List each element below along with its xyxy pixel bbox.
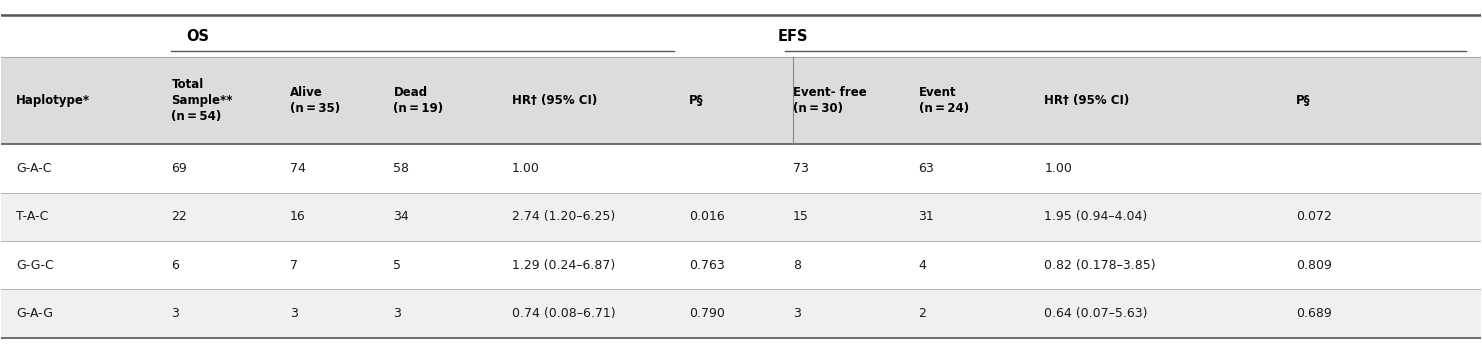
FancyBboxPatch shape bbox=[1, 15, 1481, 57]
Text: Event- free
(n = 30): Event- free (n = 30) bbox=[793, 86, 867, 115]
Text: 2.74 (1.20–6.25): 2.74 (1.20–6.25) bbox=[511, 210, 615, 223]
Text: G-A-G: G-A-G bbox=[16, 307, 53, 320]
Text: EFS: EFS bbox=[778, 29, 809, 44]
FancyBboxPatch shape bbox=[1, 241, 1481, 289]
Text: 0.82 (0.178–3.85): 0.82 (0.178–3.85) bbox=[1045, 259, 1156, 272]
Text: 69: 69 bbox=[172, 162, 187, 175]
Text: 31: 31 bbox=[919, 210, 934, 223]
Text: 8: 8 bbox=[793, 259, 800, 272]
Text: P§: P§ bbox=[1295, 94, 1310, 107]
Text: Dead
(n = 19): Dead (n = 19) bbox=[393, 86, 443, 115]
Text: 73: 73 bbox=[793, 162, 809, 175]
Text: 63: 63 bbox=[919, 162, 934, 175]
Text: 1.00: 1.00 bbox=[511, 162, 539, 175]
FancyBboxPatch shape bbox=[1, 144, 1481, 193]
Text: 3: 3 bbox=[793, 307, 800, 320]
Text: 0.016: 0.016 bbox=[689, 210, 725, 223]
Text: 15: 15 bbox=[793, 210, 809, 223]
Text: Event
(n = 24): Event (n = 24) bbox=[919, 86, 969, 115]
Text: 5: 5 bbox=[393, 259, 402, 272]
Text: 3: 3 bbox=[393, 307, 402, 320]
Text: 0.072: 0.072 bbox=[1295, 210, 1332, 223]
Text: 6: 6 bbox=[172, 259, 179, 272]
FancyBboxPatch shape bbox=[1, 57, 1481, 144]
Text: G-G-C: G-G-C bbox=[16, 259, 53, 272]
Text: 1.29 (0.24–6.87): 1.29 (0.24–6.87) bbox=[511, 259, 615, 272]
Text: 0.763: 0.763 bbox=[689, 259, 725, 272]
Text: 4: 4 bbox=[919, 259, 926, 272]
FancyBboxPatch shape bbox=[1, 193, 1481, 241]
Text: 2: 2 bbox=[919, 307, 926, 320]
Text: Haplotype*: Haplotype* bbox=[16, 94, 90, 107]
Text: Total
Sample**
(n = 54): Total Sample** (n = 54) bbox=[172, 78, 233, 123]
FancyBboxPatch shape bbox=[1, 289, 1481, 338]
Text: 0.74 (0.08–6.71): 0.74 (0.08–6.71) bbox=[511, 307, 615, 320]
Text: G-A-C: G-A-C bbox=[16, 162, 52, 175]
Text: P§: P§ bbox=[689, 94, 704, 107]
Text: 34: 34 bbox=[393, 210, 409, 223]
Text: 16: 16 bbox=[290, 210, 305, 223]
Text: 1.95 (0.94–4.04): 1.95 (0.94–4.04) bbox=[1045, 210, 1147, 223]
Text: 0.790: 0.790 bbox=[689, 307, 725, 320]
Text: 58: 58 bbox=[393, 162, 409, 175]
Text: 0.809: 0.809 bbox=[1295, 259, 1332, 272]
Text: 0.64 (0.07–5.63): 0.64 (0.07–5.63) bbox=[1045, 307, 1147, 320]
Text: 74: 74 bbox=[290, 162, 305, 175]
Text: Alive
(n = 35): Alive (n = 35) bbox=[290, 86, 339, 115]
Text: 7: 7 bbox=[290, 259, 298, 272]
Text: HR† (95% CI): HR† (95% CI) bbox=[511, 94, 597, 107]
Text: OS: OS bbox=[187, 29, 209, 44]
Text: 0.689: 0.689 bbox=[1295, 307, 1331, 320]
Text: 3: 3 bbox=[290, 307, 298, 320]
Text: 3: 3 bbox=[172, 307, 179, 320]
Text: 1.00: 1.00 bbox=[1045, 162, 1071, 175]
Text: HR† (95% CI): HR† (95% CI) bbox=[1045, 94, 1129, 107]
Text: 22: 22 bbox=[172, 210, 187, 223]
Text: T-A-C: T-A-C bbox=[16, 210, 49, 223]
